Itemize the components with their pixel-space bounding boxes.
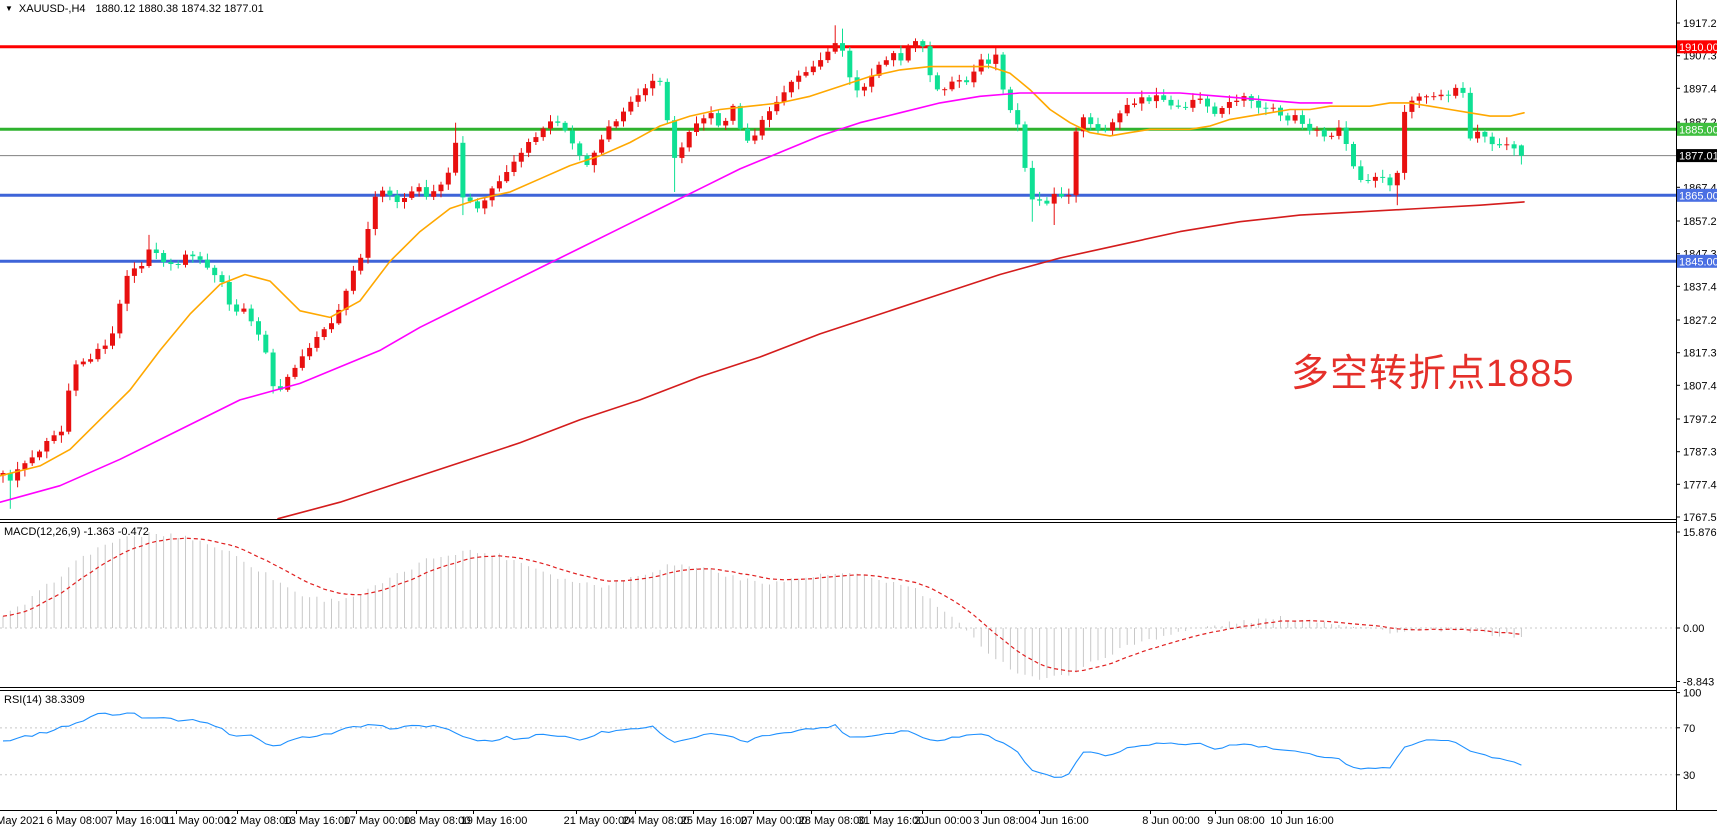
time-tick-label: 31 May 16:00 [858,815,925,827]
annotation-text[interactable]: 多空转折点1885 [1291,353,1575,395]
time-tick-label: 8 Jun 00:00 [1142,815,1200,827]
price-tick-label: 1837.40 [1683,281,1717,293]
ma-slow-red [277,201,1525,520]
price-tick-label: 1827.20 [1683,315,1717,327]
price-tag-1885.00 [1677,122,1717,136]
price-tag-label: 1877.01 [1679,151,1717,163]
price-tag-1910.00 [1677,40,1717,54]
price-tag-1845.00 [1677,254,1717,268]
time-tick-label: 3 Jun 08:00 [973,815,1031,827]
time-tick-label: 25 May 16:00 [681,815,748,827]
time-tick-label: 28 May 08:00 [799,815,866,827]
time-tick-label: 27 May 00:00 [741,815,808,827]
price-tick-label: 1767.50 [1683,512,1717,524]
time-tick-label: 18 May 08:00 [404,815,471,827]
price-tag-label: 1910.00 [1679,42,1717,54]
price-tag-label: 1845.00 [1679,256,1717,268]
price-tick-label: 1807.40 [1683,380,1717,392]
price-tick-label: 1907.30 [1683,51,1717,63]
macd-histogram [2,532,1522,680]
price-tick-label: 1917.20 [1683,18,1717,30]
macd-tick-label: -8.843 [1683,677,1714,689]
time-tick-label: 10 Jun 16:00 [1270,815,1334,827]
time-tick-label: 6 May 08:00 [47,815,108,827]
price-tick-label: 1897.40 [1683,83,1717,95]
macd-tick-label: 15.876 [1683,527,1717,539]
rsi-tick-label: 30 [1683,770,1695,782]
price-tag-label: 1885.00 [1679,124,1717,136]
price-tag-1865.00 [1677,188,1717,202]
rsi-indicator-label: RSI(14) 38.3309 [4,694,85,706]
price-tick-label: 1817.30 [1683,348,1717,360]
time-tick-label: 17 May 00:00 [344,815,411,827]
time-tick-label: 2 Jun 00:00 [914,815,972,827]
price-tick-label: 1777.40 [1683,479,1717,491]
candles [0,25,1524,509]
symbol-dropdown-icon[interactable]: ▼ [5,4,13,13]
price-axis[interactable]: 1917.201907.301897.401887.201867.401857.… [1676,0,1717,810]
time-tick-label: 7 May 16:00 [107,815,168,827]
price-tick-label: 1787.30 [1683,447,1717,459]
ma-medium-magenta [0,92,1333,504]
price-tag-label: 1865.00 [1679,190,1717,202]
time-tick-label: 5 May 2021 [0,815,44,827]
rsi-line [2,712,1522,778]
price-tick-label: 1857.20 [1683,216,1717,228]
time-tick-label: 12 May 08:00 [225,815,292,827]
time-tick-label: 24 May 08:00 [623,815,690,827]
price-tick-label: 1797.20 [1683,414,1717,426]
quote-ohlc-values: 1880.12 1880.38 1874.32 1877.01 [95,3,264,15]
time-tick-label: 4 Jun 16:00 [1031,815,1089,827]
macd-indicator-label: MACD(12,26,9) -1.363 -0.472 [4,526,149,538]
time-tick-label: 13 May 16:00 [284,815,351,827]
symbol-quote-line: ▼ XAUUSD-,H4 1880.12 1880.38 1874.32 1877.… [5,3,264,15]
time-tick-label: 9 Jun 08:00 [1207,815,1265,827]
time-tick-label: 11 May 00:00 [164,815,230,827]
rsi-tick-label: 100 [1683,688,1701,700]
macd-signal-line [2,537,1522,672]
horizontal-price-lines [0,45,1676,263]
ma-fast-orange [0,65,1525,477]
time-tick-label: 21 May 00:00 [564,815,631,827]
symbol-name: XAUUSD-,H4 [18,3,86,15]
macd-tick-label: 0.00 [1683,623,1704,635]
rsi-tick-label: 70 [1683,723,1695,735]
time-tick-label: 19 May 16:00 [461,815,528,827]
price-tag-1877.01 [1677,149,1717,163]
